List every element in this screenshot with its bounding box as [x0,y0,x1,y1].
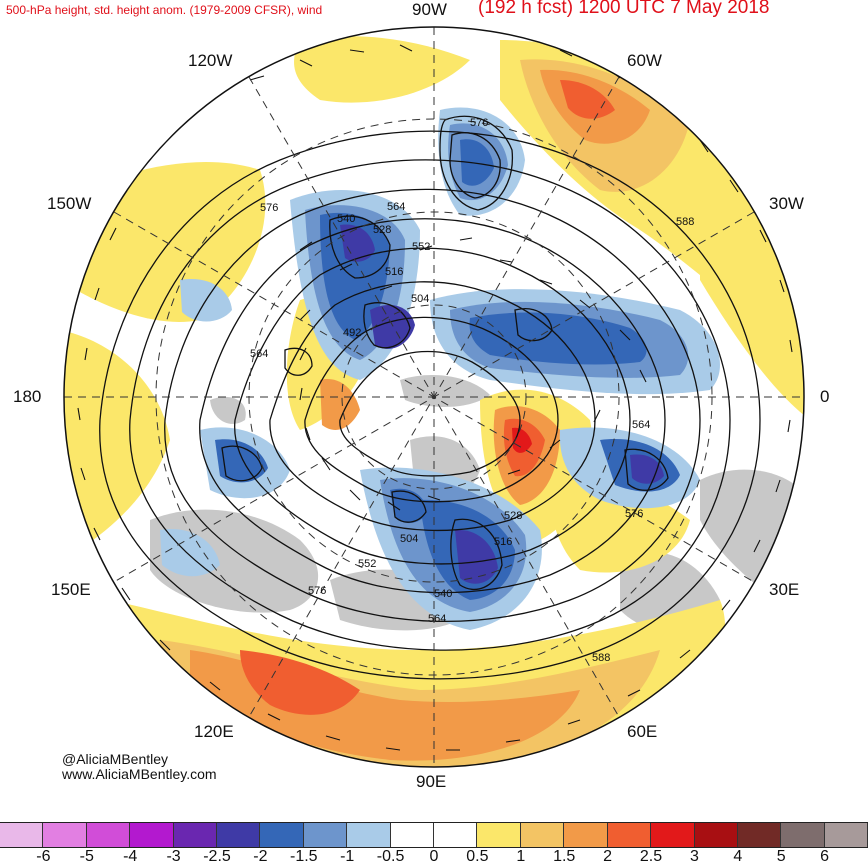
colorbar-tick-label: -4 [123,848,138,865]
colorbar-swatch [781,823,825,847]
lon-label-60w: 60W [627,51,662,70]
colorbar-swatch [651,823,695,847]
colorbar-swatch [477,823,521,847]
credit-handle: @AliciaMBentley [62,751,169,767]
contour-label-564: 564 [250,348,268,360]
lon-label-30e: 30E [769,580,800,599]
negative-anomaly-shading [160,107,720,630]
lon-label-180: 180 [13,387,42,406]
colorbar-swatch [86,823,131,847]
map-boundary [63,26,805,768]
contour-label-564: 564 [387,201,405,213]
credit-website: www.AliciaMBentley.com [62,766,217,782]
contour-value-labels: 576 576 576 576 588 588 564 564 564 564 … [250,117,694,664]
contour-label-504: 504 [400,533,418,545]
contour-label-552: 552 [412,241,430,253]
colorbar-swatch [0,823,44,847]
colorbar-tick-label: 2.5 [639,848,663,865]
colorbar-swatch [824,823,868,847]
contour-label-576: 576 [308,585,326,597]
polar-stereographic-map: 576 576 576 576 588 588 564 564 564 564 … [63,26,805,768]
lon-label-60e: 60E [627,722,658,741]
contour-label-564: 564 [428,613,446,625]
graticule [64,27,804,767]
colorbar-tick-label: -3 [166,848,181,865]
colorbar-tick-label: -6 [36,848,51,865]
map-fields [64,27,804,767]
contour-label-504: 504 [411,293,429,305]
contour-label-540: 540 [337,213,355,225]
contour-label-540: 540 [434,588,452,600]
colorbar-tick-label: -1.5 [290,848,318,865]
contour-label-576: 576 [470,117,488,129]
colorbar-tick-label: 2 [603,848,613,865]
contour-label-576: 576 [260,202,278,214]
contour-label-528: 528 [373,224,391,236]
lon-label-150w: 150W [47,194,92,213]
contour-label-492: 492 [343,327,361,339]
colorbar-tick-label: 5 [776,848,786,865]
contour-label-528: 528 [504,510,522,522]
colorbar-tick-label: -1 [340,848,355,865]
contour-label-588: 588 [676,216,694,228]
colorbar-tick-label: -0.5 [376,848,405,865]
colorbar-swatch [520,823,565,847]
contour-label-516: 516 [385,266,403,278]
colorbar-swatch [694,823,738,847]
colorbar-tick-label: 4 [733,848,743,865]
lon-label-150e: 150E [51,580,91,599]
colorbar-swatch [130,823,174,847]
lon-label-0: 0 [820,387,830,406]
contour-label-564: 564 [632,419,650,431]
colorbar-tick-label: 1 [516,848,526,865]
colorbar-tick-labels: -6 -5 -4 -3 -2.5 -2 -1.5 -1 -0.5 0 0.5 1 1.5 2 2.5 3 4 5 6 [0,848,868,865]
chart-title: 500-hPa height, std. height anom. (1979-… [6,3,323,17]
colorbar-tick-label: 0.5 [466,848,489,865]
colorbar-tick-label: 0 [429,848,439,865]
lon-label-30w: 30W [769,194,804,213]
colorbar-tick-label: 1.5 [553,848,576,865]
colorbar-swatch [260,823,304,847]
colorbar [0,822,868,848]
lon-label-120w: 120W [188,51,233,70]
lon-label-90e: 90E [416,772,447,791]
colorbar-swatch [217,823,261,847]
contour-label-576: 576 [625,508,643,520]
colorbar-swatch [303,823,348,847]
lon-label-90w: 90W [412,0,447,19]
colorbar-swatch [564,823,608,847]
contour-label-588: 588 [592,652,610,664]
contour-label-516: 516 [494,536,512,548]
colorbar-tick-label: 3 [689,848,699,865]
colorbar-swatch [43,823,87,847]
forecast-valid-time: (192 h fcst) 1200 UTC 7 May 2018 [478,0,770,18]
contour-label-552: 552 [358,558,376,570]
colorbar-tick-label: -5 [79,848,94,865]
colorbar-tick-label: 6 [820,848,830,865]
colorbar-swatch [173,823,218,847]
colorbar-tick-label: -2 [253,848,268,865]
colorbar-swatch [390,823,435,847]
colorbar-swatch [737,823,782,847]
colorbar-swatch [607,823,652,847]
colorbar-tick-label: -2.5 [203,848,231,865]
colorbar-swatch [434,823,478,847]
colorbar-swatch [347,823,391,847]
lon-label-120e: 120E [194,722,234,741]
